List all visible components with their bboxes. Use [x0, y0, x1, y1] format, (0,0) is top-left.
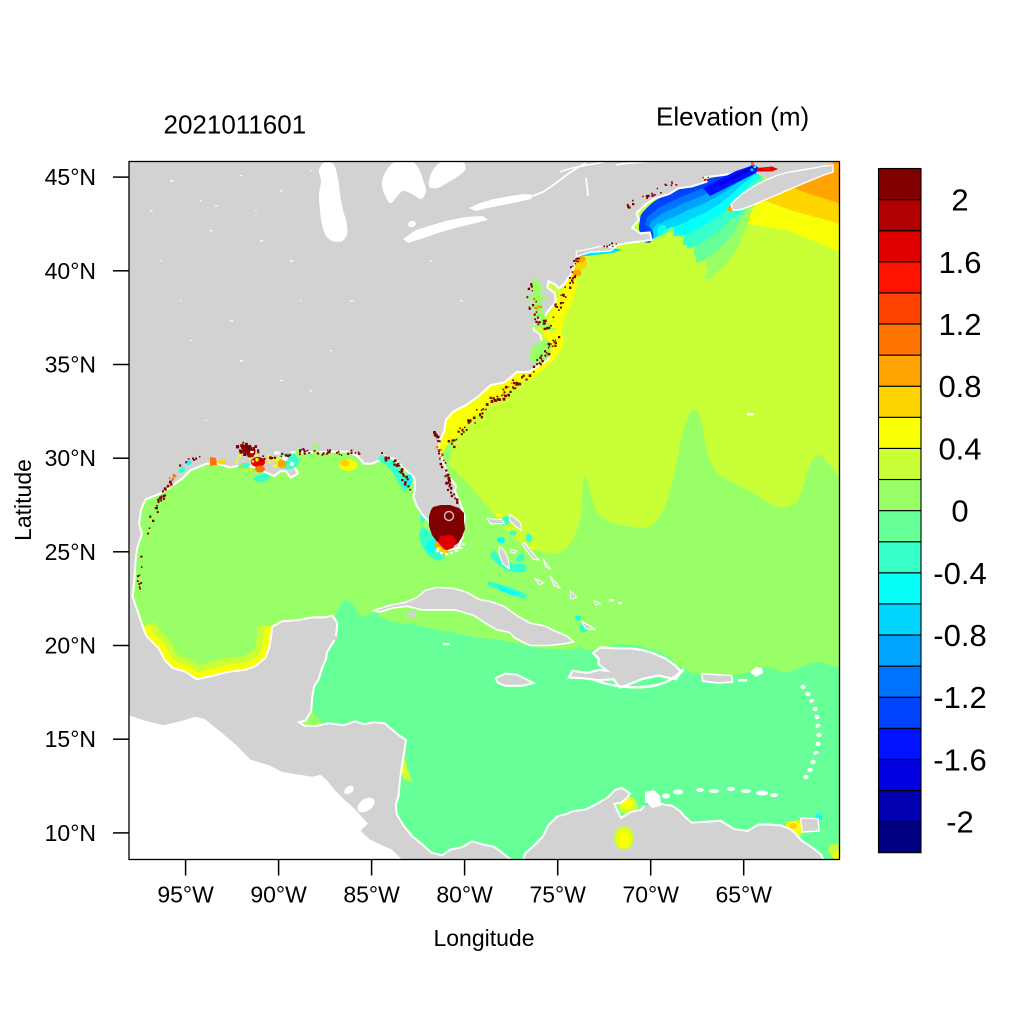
svg-text:0.4: 0.4 — [938, 431, 981, 466]
svg-text:-0.4: -0.4 — [933, 556, 986, 591]
svg-text:1.6: 1.6 — [938, 245, 981, 280]
svg-text:85°W: 85°W — [343, 882, 400, 908]
svg-text:Elevation (m): Elevation (m) — [656, 102, 809, 132]
svg-text:Latitude: Latitude — [10, 459, 36, 541]
svg-text:-1.2: -1.2 — [933, 680, 986, 715]
svg-text:-1.6: -1.6 — [933, 742, 986, 777]
svg-text:-2: -2 — [946, 805, 974, 840]
svg-text:0: 0 — [951, 494, 968, 529]
svg-text:-0.8: -0.8 — [933, 618, 986, 653]
svg-text:70°W: 70°W — [622, 882, 679, 908]
svg-text:20°N: 20°N — [45, 633, 96, 659]
svg-text:2: 2 — [951, 183, 968, 218]
svg-text:1.2: 1.2 — [938, 307, 981, 342]
svg-text:25°N: 25°N — [45, 539, 96, 565]
svg-text:2021011601: 2021011601 — [164, 110, 307, 140]
svg-text:65°W: 65°W — [715, 882, 772, 908]
svg-text:30°N: 30°N — [45, 445, 96, 471]
svg-text:10°N: 10°N — [45, 820, 96, 846]
svg-text:90°W: 90°W — [250, 882, 307, 908]
svg-text:15°N: 15°N — [45, 726, 96, 752]
svg-text:45°N: 45°N — [45, 164, 96, 190]
svg-text:75°W: 75°W — [529, 882, 586, 908]
svg-text:0.8: 0.8 — [938, 369, 981, 404]
svg-text:95°W: 95°W — [157, 882, 214, 908]
svg-text:80°W: 80°W — [436, 882, 493, 908]
svg-text:35°N: 35°N — [45, 352, 96, 378]
svg-text:40°N: 40°N — [45, 258, 96, 284]
svg-text:Longitude: Longitude — [433, 925, 534, 951]
